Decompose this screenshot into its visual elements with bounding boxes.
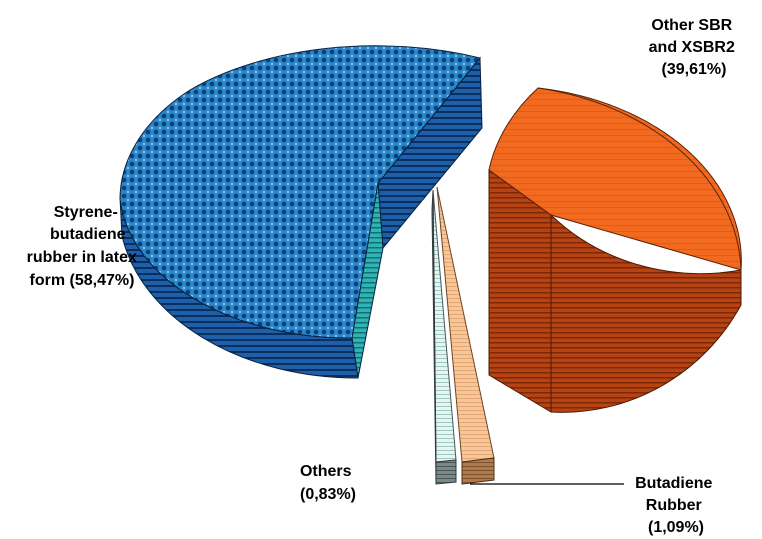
label-sbr-latex-line-3: rubber in latex [27, 249, 137, 266]
label-butadiene-rubber-line-3: (1,09%) [648, 519, 704, 536]
slice-other-sbr [488, 87, 742, 413]
slice-sbr-latex [119, 45, 483, 379]
label-other-sbr-line-1: Other SBR [651, 17, 732, 34]
slice-other-sbr-top [488, 87, 742, 271]
slice-other-sbr-rim [550, 213, 742, 413]
label-other-sbr-line-2: and XSBR2 [649, 39, 735, 56]
label-others-line-1: Others [300, 463, 352, 480]
slice-butadiene-rubber-side [461, 457, 495, 485]
label-sbr-latex-line-4: form (58,47%) [30, 272, 135, 289]
label-butadiene-rubber: Butadiene Rubber (1,09%) [635, 475, 717, 536]
label-other-sbr: Other SBR and XSBR2 (39,61%) [649, 17, 740, 78]
slice-sbr-latex-top [119, 45, 481, 339]
slice-others-front [435, 459, 457, 485]
label-other-sbr-line-3: (39,61%) [662, 61, 727, 78]
slice-others [431, 189, 457, 485]
label-sbr-latex: Styrene- butadiene rubber in latex form … [27, 204, 142, 289]
label-others: Others (0,83%) [300, 463, 356, 503]
slice-butadiene-rubber [436, 186, 495, 485]
label-others-line-2: (0,83%) [300, 486, 356, 503]
label-butadiene-rubber-line-1: Butadiene [635, 475, 712, 492]
label-sbr-latex-line-2: butadiene [50, 226, 126, 243]
label-butadiene-rubber-line-2: Rubber [646, 497, 702, 514]
slice-other-sbr-top-edge [537, 87, 742, 271]
label-sbr-latex-line-1: Styrene- [54, 204, 118, 221]
